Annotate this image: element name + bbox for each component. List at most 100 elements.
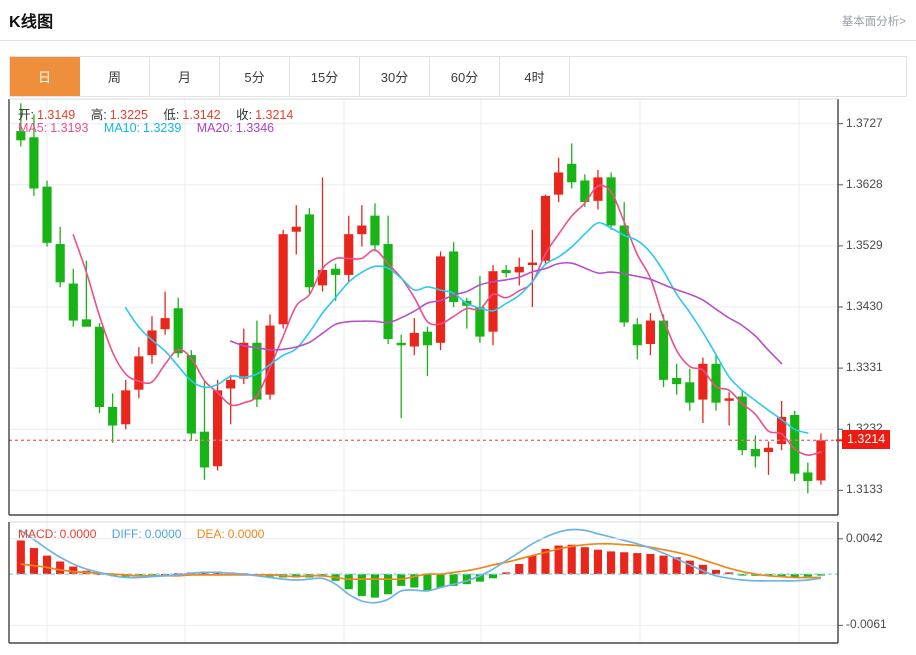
- candle-body: [711, 363, 721, 403]
- macd-bar: [436, 574, 445, 588]
- candle-body: [16, 131, 26, 141]
- macd-bar: [711, 569, 721, 575]
- tab-label: 周: [107, 70, 121, 85]
- candle-body: [396, 342, 406, 346]
- macd-bar: [593, 549, 603, 575]
- macd-bar: [764, 574, 773, 576]
- candle-body: [777, 416, 787, 445]
- tab-1[interactable]: 周: [80, 57, 150, 96]
- tabbar-filler: [570, 57, 906, 96]
- candle-body: [672, 377, 682, 385]
- candle-body: [370, 215, 380, 246]
- tab-label: 30分: [380, 70, 409, 85]
- candle-body: [658, 320, 669, 380]
- tab-5[interactable]: 30分: [360, 57, 430, 96]
- candle-body: [29, 137, 39, 189]
- macd-bar: [147, 574, 157, 576]
- macd-bar: [633, 553, 642, 575]
- candle-body: [186, 355, 196, 434]
- macd-bar: [69, 566, 78, 575]
- candle-body: [475, 307, 485, 337]
- candle-body: [331, 268, 341, 275]
- macd-bar: [777, 574, 786, 577]
- macd-bar: [515, 564, 524, 575]
- tab-7[interactable]: 4时: [500, 57, 570, 96]
- macd-bar: [620, 552, 629, 575]
- fundamental-analysis-link[interactable]: 基本面分析>: [841, 16, 906, 28]
- candle-body: [212, 390, 223, 467]
- candle-body: [567, 163, 577, 183]
- macd-bar: [357, 574, 366, 596]
- ma20-line: [229, 261, 783, 365]
- candle-body: [173, 308, 183, 354]
- macd-bar: [16, 540, 25, 575]
- macd-bar: [56, 561, 65, 575]
- macd-bar: [462, 574, 471, 585]
- candle-body: [108, 406, 118, 426]
- macd-bar: [410, 574, 419, 588]
- candle-body: [409, 332, 419, 347]
- macd-bar: [134, 574, 143, 576]
- macd-bar: [423, 574, 432, 591]
- candle-body: [199, 431, 210, 468]
- candle-body: [304, 214, 314, 288]
- candle-body: [488, 271, 498, 332]
- candle-body: [344, 234, 354, 275]
- tab-3[interactable]: 5分: [220, 57, 290, 96]
- candle-body: [94, 326, 105, 407]
- tab-label: 4时: [524, 70, 545, 85]
- candle-body: [160, 318, 170, 330]
- candle-body: [737, 396, 747, 451]
- tab-0[interactable]: 日: [10, 57, 80, 96]
- candle-body: [147, 330, 157, 356]
- candle-body: [750, 448, 760, 457]
- macd-bar: [698, 564, 707, 575]
- macd-bar: [607, 551, 616, 575]
- candlestick-series: [16, 103, 826, 494]
- macd-bar: [816, 574, 826, 576]
- candle-body: [317, 269, 328, 286]
- candle-body: [252, 342, 262, 400]
- macd-bar: [528, 555, 537, 575]
- period-tabbar: 日 周 月 5分 15分 30分 60分 4时: [9, 56, 907, 97]
- tab-2[interactable]: 月: [150, 57, 220, 96]
- candle-body: [134, 356, 144, 390]
- macd-bar: [790, 574, 799, 578]
- candle-body: [593, 177, 603, 201]
- candle-body: [383, 244, 393, 340]
- macd-bar: [659, 555, 668, 575]
- candle-body: [803, 472, 813, 482]
- macd-bar: [397, 574, 406, 586]
- diff-line: [20, 528, 822, 604]
- candle-body: [501, 269, 511, 274]
- candle-body: [121, 390, 131, 425]
- macd-bar: [449, 574, 458, 586]
- candle-body: [554, 172, 564, 195]
- ma10-line: [124, 221, 809, 434]
- tab-label: 60分: [450, 70, 479, 85]
- candle-body: [580, 180, 590, 203]
- candle-body: [606, 177, 616, 226]
- candle-body: [239, 342, 249, 379]
- tab-6[interactable]: 60分: [430, 57, 500, 96]
- candle-body: [645, 320, 656, 345]
- candle-body: [632, 324, 642, 346]
- candle-body: [685, 382, 695, 403]
- candle-body: [278, 234, 288, 325]
- candle-body: [357, 225, 367, 235]
- candle-body: [422, 331, 433, 346]
- tab-label: 15分: [310, 70, 339, 85]
- macd-bar: [580, 547, 589, 575]
- macd-bar: [488, 574, 498, 579]
- macd-bar: [541, 548, 550, 575]
- candle-body: [790, 415, 800, 474]
- macd-bar: [370, 574, 380, 598]
- candle-body: [698, 363, 708, 400]
- tab-label: 5分: [244, 70, 265, 85]
- candle-body: [435, 256, 446, 343]
- tab-4[interactable]: 15分: [290, 57, 360, 96]
- kline-chart-svg[interactable]: [0, 97, 916, 655]
- candle-body: [514, 266, 524, 273]
- macd-bar: [502, 572, 511, 575]
- macd-bar: [344, 574, 353, 590]
